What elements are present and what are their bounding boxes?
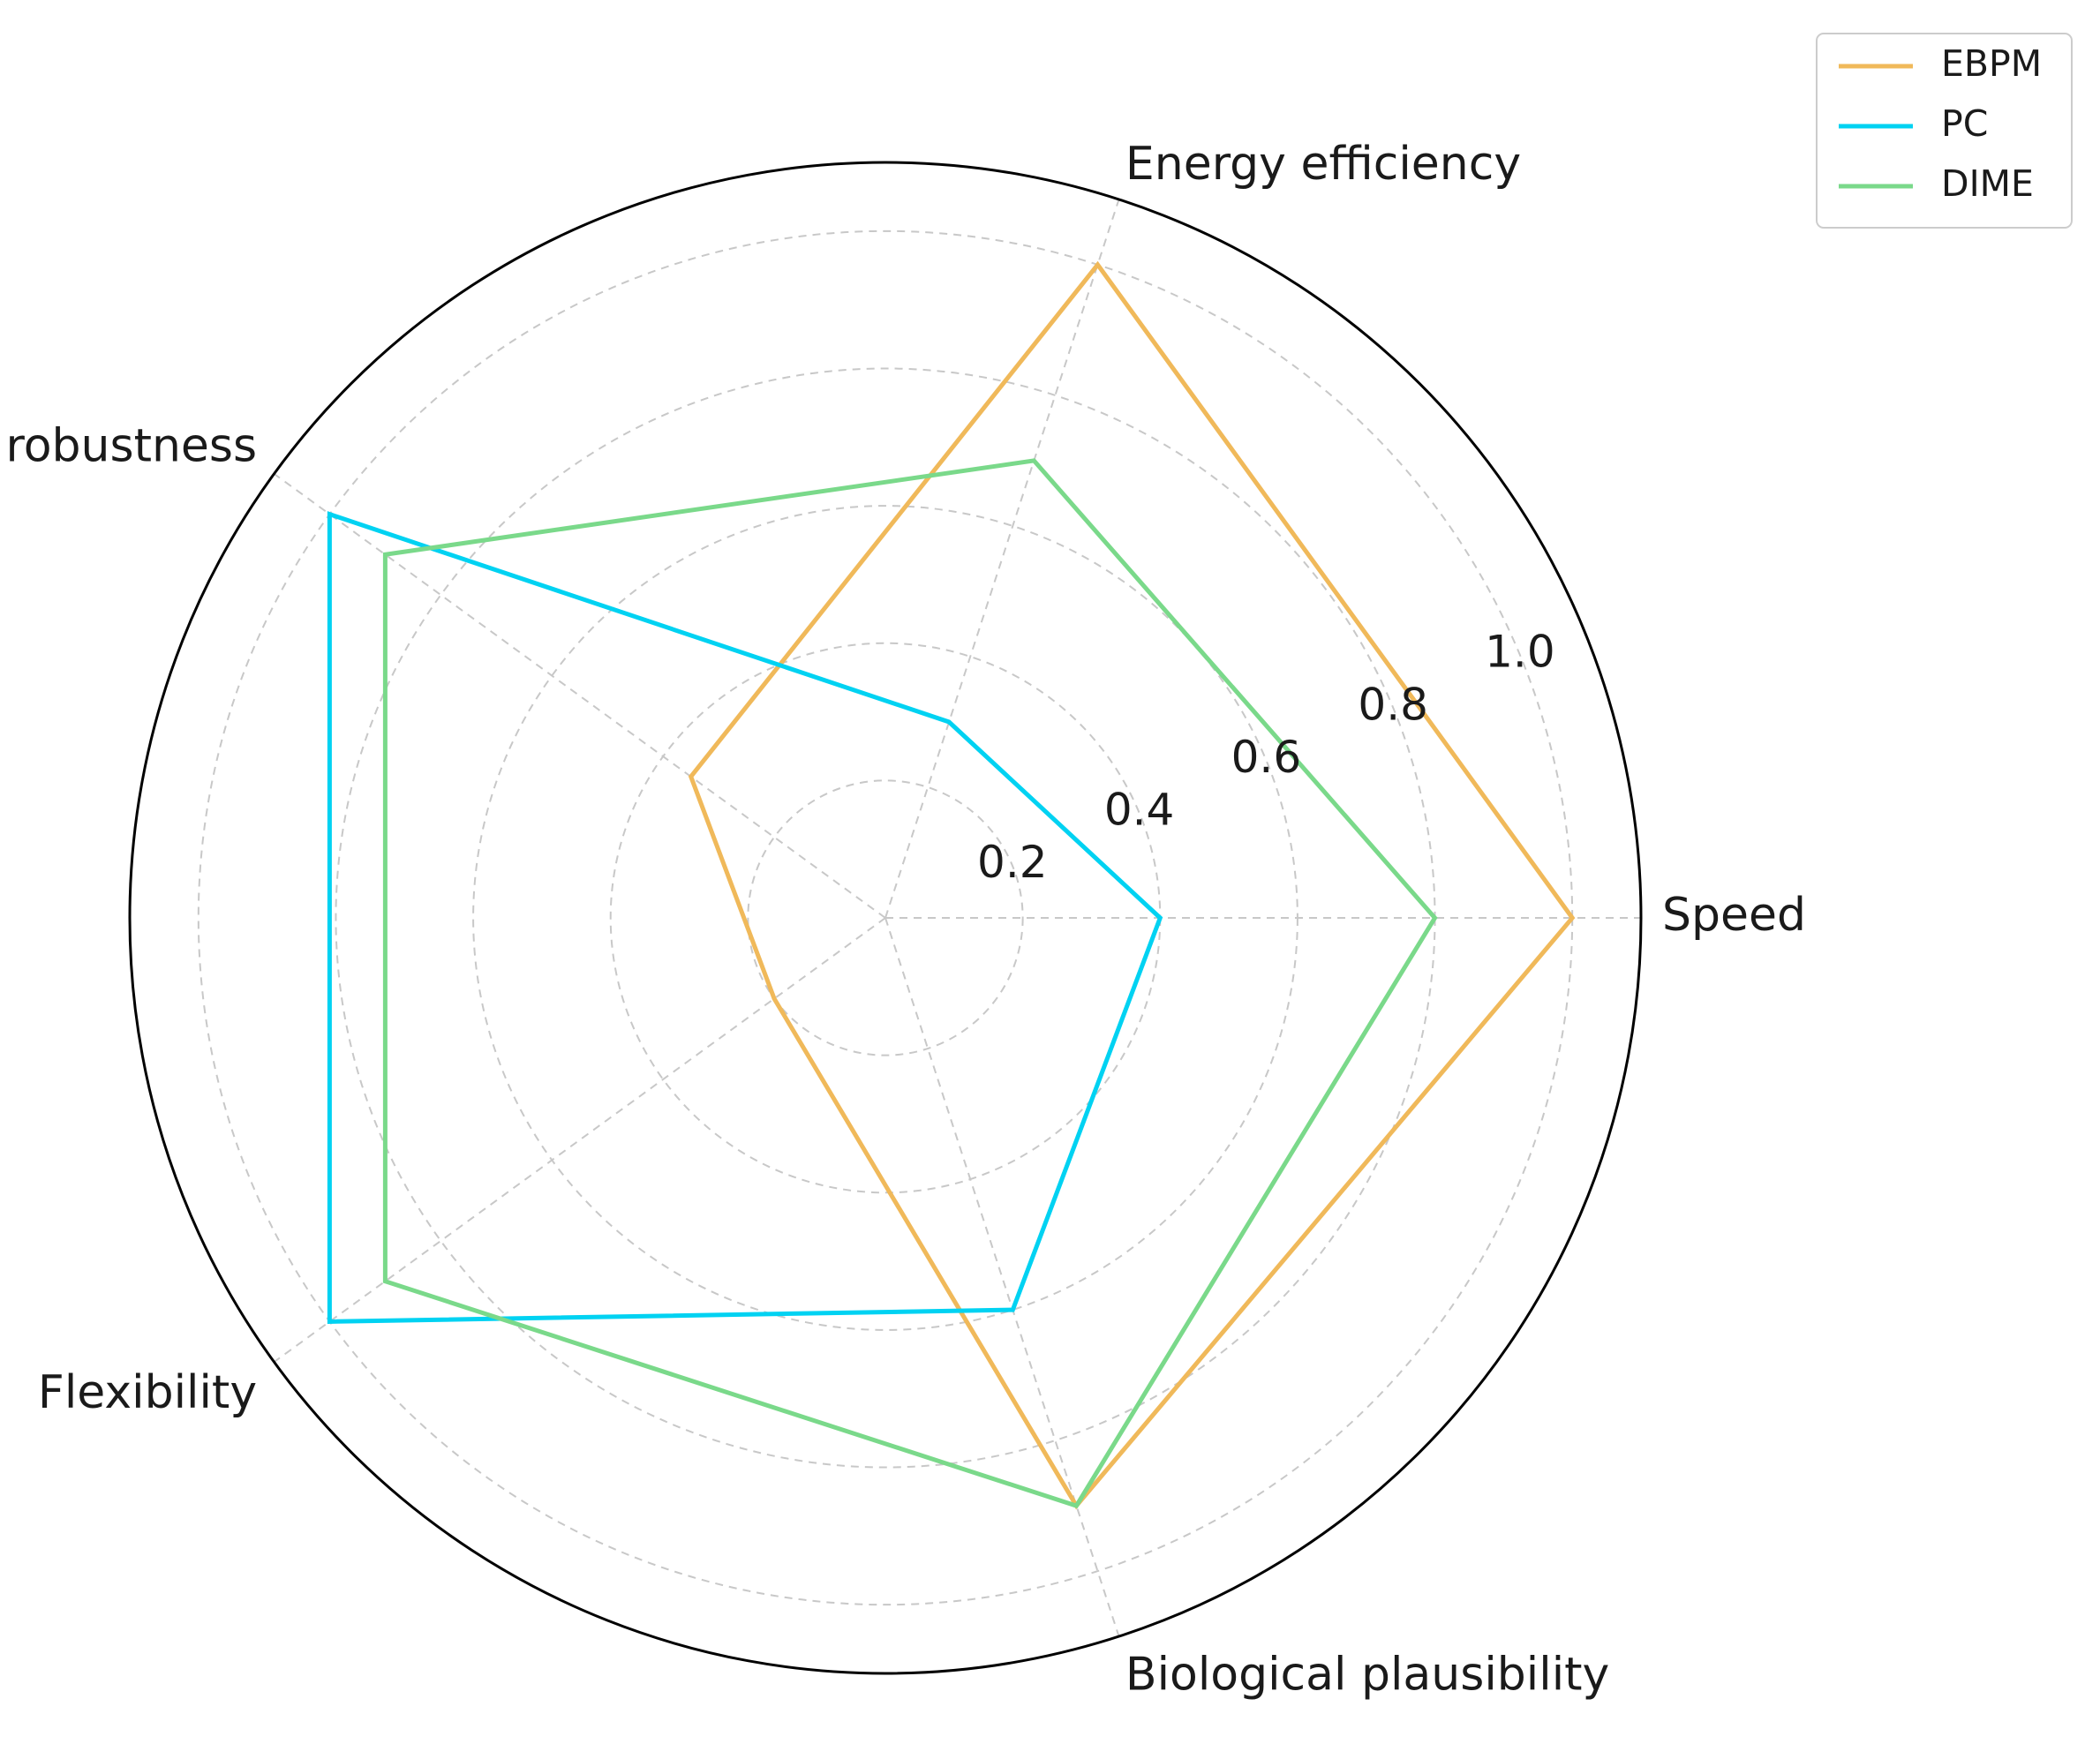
tick-label-0-8: 0.8: [1358, 679, 1428, 730]
legend-label-pc: PC: [1941, 102, 1988, 145]
legend-label-ebpm: EBPM: [1941, 42, 2042, 85]
spoke-biological-plausibility: [884, 917, 1120, 1637]
series-line-dime: [382, 458, 1438, 1509]
axis-label-noise-robustness: Noise robustness: [0, 420, 257, 473]
axis-label-energy-efficiency: Energy efficiency: [1125, 138, 1521, 191]
series-line-pc: [327, 511, 1163, 1324]
spoke-flexibility: [273, 917, 886, 1363]
tick-label-1-0: 1.0: [1485, 627, 1555, 678]
axis-label-flexibility: Flexibility: [38, 1366, 257, 1419]
tick-label-0-2: 0.2: [977, 837, 1048, 888]
legend-frame: [1816, 33, 2073, 229]
tick-label-0-6: 0.6: [1231, 732, 1302, 783]
axis-label-speed: Speed: [1662, 889, 1806, 942]
legend: EBPM PC DIME: [1816, 33, 2073, 229]
axis-label-biological-plausibility: Biological plausibility: [1125, 1648, 1609, 1701]
series-layer: [327, 260, 1576, 1510]
legend-items: EBPM PC DIME: [1839, 42, 2042, 205]
legend-label-dime: DIME: [1941, 162, 2034, 205]
grid-layer: [128, 161, 1643, 1675]
grid-ring-0: [747, 779, 1024, 1056]
label-layer: 0.2 0.4 0.6 0.8 1.0 Speed Energy efficiency Noi…: [0, 138, 1806, 1701]
tick-label-0-4: 0.4: [1104, 784, 1175, 835]
series-line-ebpm: [688, 260, 1576, 1510]
spoke-noise-robustness: [273, 473, 886, 919]
spoke-energy-efficiency: [884, 199, 1120, 919]
outer-frame-ring: [128, 161, 1643, 1675]
